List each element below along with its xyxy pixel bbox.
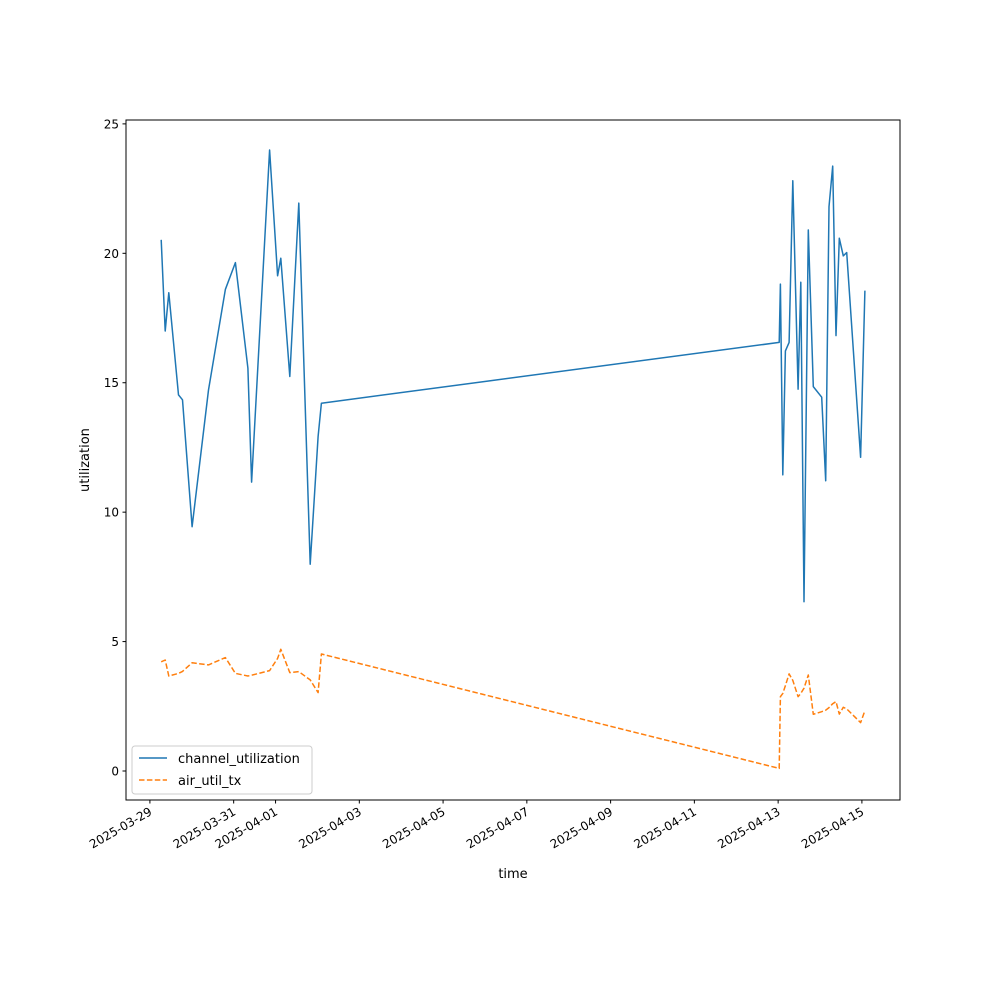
x-tick-label: 2025-04-13 xyxy=(715,804,782,851)
y-tick-label: 15 xyxy=(104,376,119,390)
x-tick-label: 2025-04-07 xyxy=(464,804,531,851)
x-tick-label: 2025-04-11 xyxy=(631,804,698,851)
series-line-air-util-tx xyxy=(160,648,866,770)
y-tick-label: 5 xyxy=(111,635,119,649)
x-tick-label: 2025-04-05 xyxy=(380,804,447,851)
x-axis-label: time xyxy=(498,867,527,882)
x-tick-label: 2025-04-15 xyxy=(799,804,866,851)
axes-frame xyxy=(125,119,901,801)
y-tick-label: 25 xyxy=(104,117,119,131)
y-axis-label: utilization xyxy=(78,428,93,492)
legend-label-channel-utilization: channel_utilization xyxy=(178,752,300,767)
x-tick-label: 2025-04-03 xyxy=(296,804,363,851)
x-tick-label: 2025-04-09 xyxy=(548,804,615,851)
y-tick-label: 0 xyxy=(111,765,119,779)
y-tick-label: 20 xyxy=(104,247,119,261)
y-tick-label: 10 xyxy=(104,506,119,520)
x-tick-label: 2025-03-29 xyxy=(87,804,154,851)
legend-label-air-util-tx: air_util_tx xyxy=(178,774,242,789)
legend: channel_utilization air_util_tx xyxy=(131,745,313,795)
series-line-channel-utilization xyxy=(160,149,866,603)
